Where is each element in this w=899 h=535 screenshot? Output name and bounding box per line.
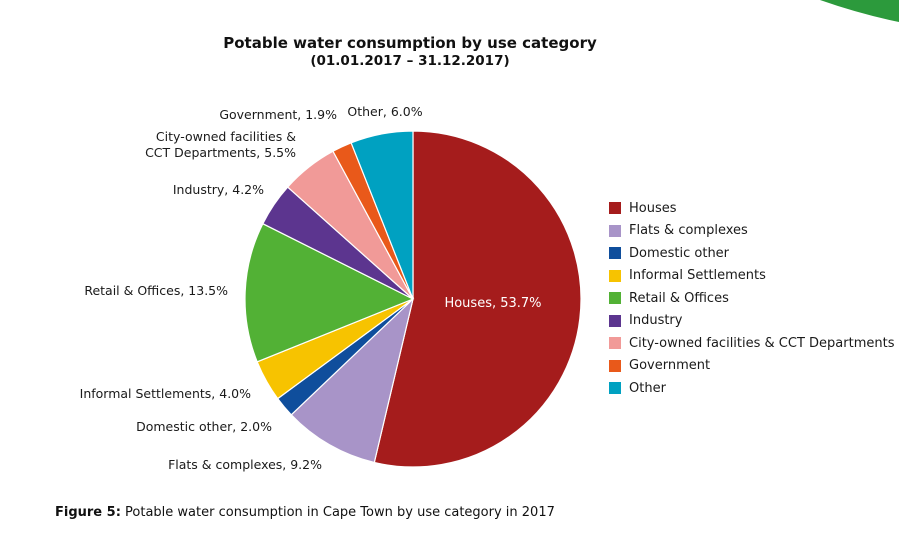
legend-label: Houses: [629, 200, 677, 216]
data-label-retail-and-offices: Retail & Offices, 13.5%: [84, 283, 228, 298]
data-label-city-owned-facilities-and-cct-departments: City-owned facilities & CCT Departments, …: [145, 129, 296, 160]
chart-legend: Houses Flats & complexes Domestic other Inf…: [609, 197, 894, 400]
legend-label: Industry: [629, 313, 683, 329]
legend-item-houses: Houses: [609, 197, 894, 220]
legend-swatch: [609, 224, 621, 237]
legend-swatch: [609, 382, 621, 395]
legend-swatch: [609, 314, 621, 327]
legend-label: Flats & complexes: [629, 223, 748, 239]
data-label-houses: Houses, 53.7%: [444, 296, 541, 311]
caption-text: Potable water consumption in Cape Town b…: [120, 505, 555, 520]
data-label-other: Other, 6.0%: [347, 104, 422, 119]
data-label-informal-settlements: Informal Settlements, 4.0%: [80, 386, 251, 401]
legend-item-retail-and-offices: Retail & Offices: [609, 287, 894, 310]
legend-item-city-owned-facilities-and-cct-departments: City-owned facilities & CCT Departments: [609, 332, 894, 355]
pie-slice-flats-and-complexes: [290, 297, 415, 464]
data-label-domestic-other: Domestic other, 2.0%: [136, 419, 272, 434]
legend-item-informal-settlements: Informal Settlements: [609, 265, 894, 288]
figure-caption: Figure 5: Potable water consumption in C…: [55, 505, 555, 520]
pie-slice-retail-and-offices: [244, 222, 415, 363]
data-label-industry: Industry, 4.2%: [173, 182, 264, 197]
legend-label: Retail & Offices: [629, 290, 729, 306]
legend-item-government: Government: [609, 355, 894, 378]
legend-label: Informal Settlements: [629, 268, 766, 284]
data-label-flats-and-complexes: Flats & complexes, 9.2%: [168, 457, 322, 472]
legend-swatch: [609, 247, 621, 260]
legend-item-industry: Industry: [609, 310, 894, 333]
legend-item-other: Other: [609, 377, 894, 400]
legend-item-flats-and-complexes: Flats & complexes: [609, 220, 894, 243]
legend-swatch: [609, 337, 621, 350]
legend-label: Other: [629, 380, 666, 396]
legend-item-domestic-other: Domestic other: [609, 242, 894, 265]
legend-label: City-owned facilities & CCT Departments: [629, 335, 895, 351]
legend-label: Government: [629, 358, 711, 374]
legend-swatch: [609, 269, 621, 282]
chart-subtitle: (01.01.2017 – 31.12.2017): [310, 53, 510, 69]
legend-swatch: [609, 359, 621, 372]
legend-swatch: [609, 202, 621, 215]
legend-label: Domestic other: [629, 245, 730, 261]
pie-slice-houses: [373, 130, 582, 468]
data-label-government: Government, 1.9%: [219, 107, 337, 122]
caption-prefix: Figure 5:: [55, 505, 121, 520]
legend-swatch: [609, 292, 621, 305]
pie-slice-other: [350, 130, 414, 300]
chart-title: Potable water consumption by use categor…: [223, 34, 597, 52]
